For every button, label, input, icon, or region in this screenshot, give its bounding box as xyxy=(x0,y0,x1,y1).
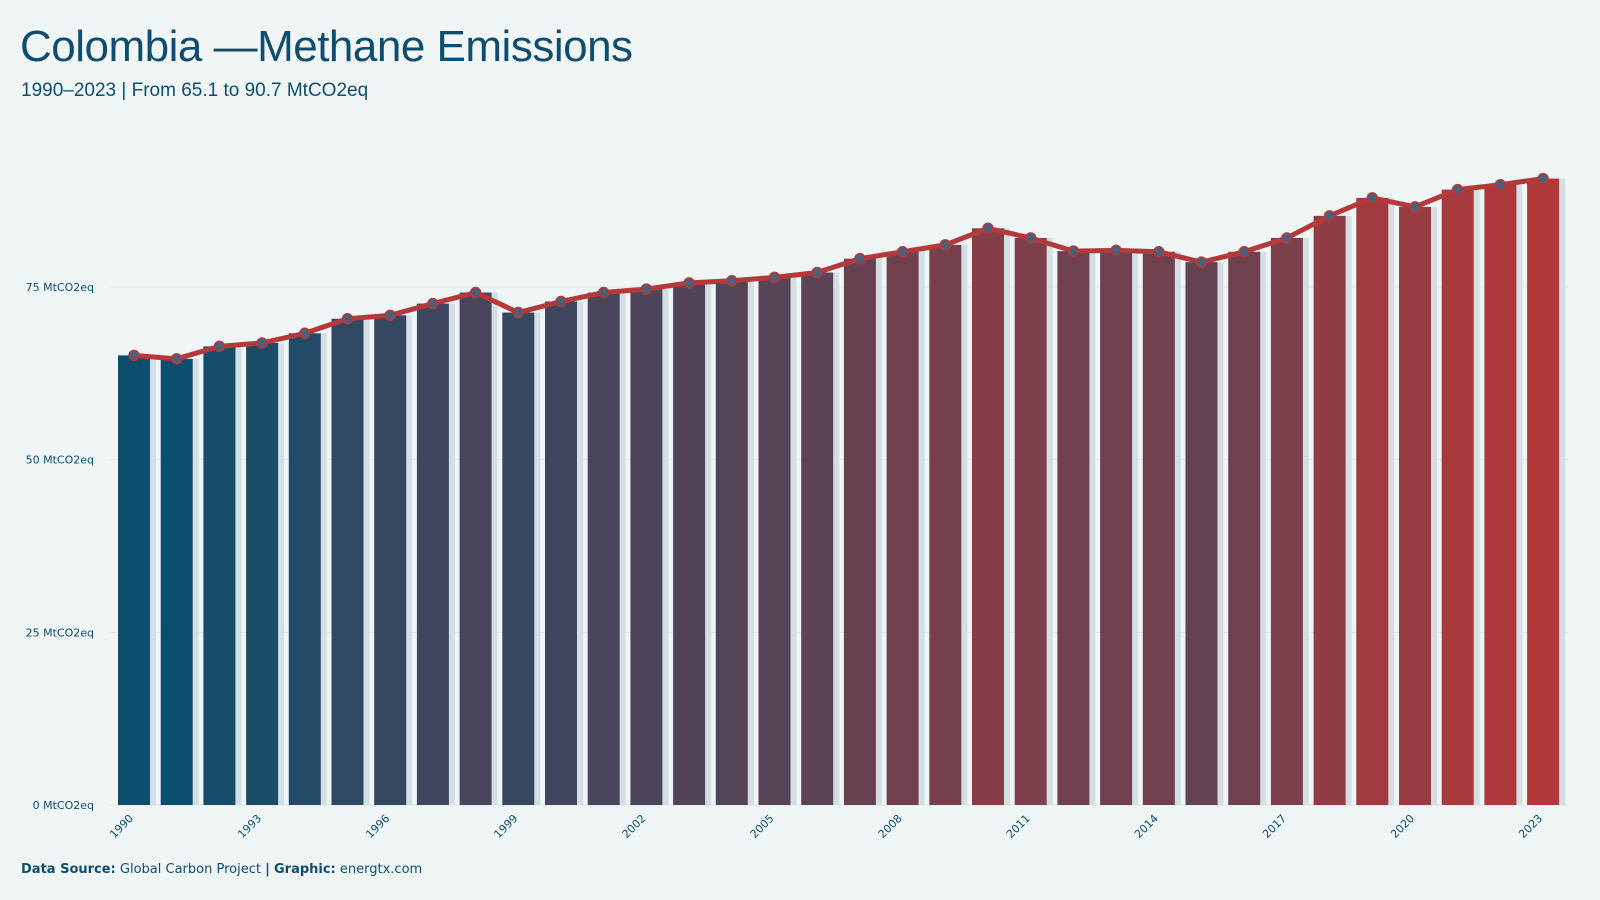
data-point xyxy=(640,283,653,295)
bar xyxy=(246,342,279,805)
data-point xyxy=(768,271,781,284)
bar xyxy=(118,355,150,805)
bar xyxy=(673,282,706,806)
bar xyxy=(502,312,535,805)
bar xyxy=(1185,262,1218,805)
x-tick-label: 2014 xyxy=(1132,812,1161,841)
bar xyxy=(1399,206,1431,805)
bar xyxy=(843,258,876,805)
x-tick-label: 2023 xyxy=(1516,812,1545,841)
bar xyxy=(1441,189,1474,806)
bar xyxy=(715,280,748,805)
data-point xyxy=(1067,245,1080,257)
x-tick-label: 1996 xyxy=(363,812,392,841)
y-tick-label: 75 MtCO2eq xyxy=(26,281,94,294)
x-tick-label: 2017 xyxy=(1260,812,1289,841)
bar xyxy=(331,318,364,805)
bar xyxy=(1270,237,1303,806)
x-tick-label: 2002 xyxy=(620,812,649,841)
data-point xyxy=(939,239,952,251)
data-point xyxy=(555,295,567,308)
bar xyxy=(801,272,834,806)
data-point xyxy=(1153,246,1165,258)
x-tick-label: 2005 xyxy=(748,812,777,841)
bar xyxy=(374,315,407,805)
data-point xyxy=(811,266,823,279)
data-point xyxy=(1323,210,1336,222)
data-point xyxy=(1494,179,1507,191)
data-point xyxy=(726,275,738,287)
data-point xyxy=(597,286,610,299)
graphic-label: Graphic: xyxy=(273,862,336,877)
chart-subtitle: 1990–2023 | From 65.1 to 90.7 MtCO2eq xyxy=(21,80,369,101)
y-tick-label: 25 MtCO2eq xyxy=(26,626,94,639)
data-point xyxy=(1451,183,1464,196)
data-point xyxy=(982,222,994,235)
data-point xyxy=(683,277,695,289)
bar xyxy=(630,289,663,805)
x-tick-label: 1990 xyxy=(107,812,136,841)
data-point xyxy=(427,297,439,310)
bar xyxy=(758,277,791,805)
data-point xyxy=(299,327,311,340)
data-point xyxy=(170,353,183,365)
bar xyxy=(1228,251,1261,805)
x-tick-label: 2011 xyxy=(1004,812,1033,841)
bar xyxy=(203,346,236,805)
data-point xyxy=(1537,172,1549,185)
data-point xyxy=(1110,244,1122,257)
x-tick-label: 2008 xyxy=(876,812,905,841)
data-point xyxy=(213,340,226,353)
data-point xyxy=(896,246,909,258)
source-label: Data Source: xyxy=(21,862,116,877)
data-point xyxy=(384,309,396,322)
x-tick-label: 2020 xyxy=(1388,812,1417,841)
data-point xyxy=(1195,256,1208,268)
bar xyxy=(1100,250,1133,806)
series-line xyxy=(131,176,1546,362)
bar xyxy=(1356,197,1389,806)
bar xyxy=(886,251,919,805)
data-point xyxy=(128,349,140,362)
bar xyxy=(545,301,577,805)
data-point xyxy=(1238,246,1250,258)
bar xyxy=(288,333,321,805)
data-point xyxy=(1024,232,1037,244)
footer-separator: | xyxy=(265,862,270,877)
bar xyxy=(587,292,620,805)
data-point xyxy=(512,306,525,319)
bar xyxy=(1142,251,1175,805)
data-point xyxy=(854,252,866,265)
chart-title: Colombia —Methane Emissions xyxy=(20,22,633,71)
bar xyxy=(1527,178,1560,806)
bar xyxy=(929,244,962,806)
y-tick-label: 50 MtCO2eq xyxy=(26,454,94,467)
y-tick-label: 0 MtCO2eq xyxy=(33,799,94,812)
bar xyxy=(1014,237,1047,806)
bar xyxy=(1313,215,1346,805)
bar xyxy=(1484,184,1517,806)
source-value: Global Carbon Project xyxy=(119,862,261,877)
data-point xyxy=(256,337,268,349)
data-point xyxy=(469,286,482,299)
x-tick-label: 1999 xyxy=(491,812,520,841)
bar xyxy=(416,303,449,805)
graphic-value: energtx.com xyxy=(339,862,423,877)
data-point xyxy=(341,313,354,325)
data-point xyxy=(1366,192,1379,204)
data-source-line: Data Source: Global Carbon Project | Gra… xyxy=(21,862,422,877)
data-point xyxy=(1281,232,1293,244)
bar xyxy=(972,228,1004,805)
bar xyxy=(1057,251,1090,805)
bar xyxy=(160,358,193,805)
x-tick-label: 1993 xyxy=(235,812,264,841)
bar xyxy=(459,292,492,805)
data-point xyxy=(1409,201,1421,213)
